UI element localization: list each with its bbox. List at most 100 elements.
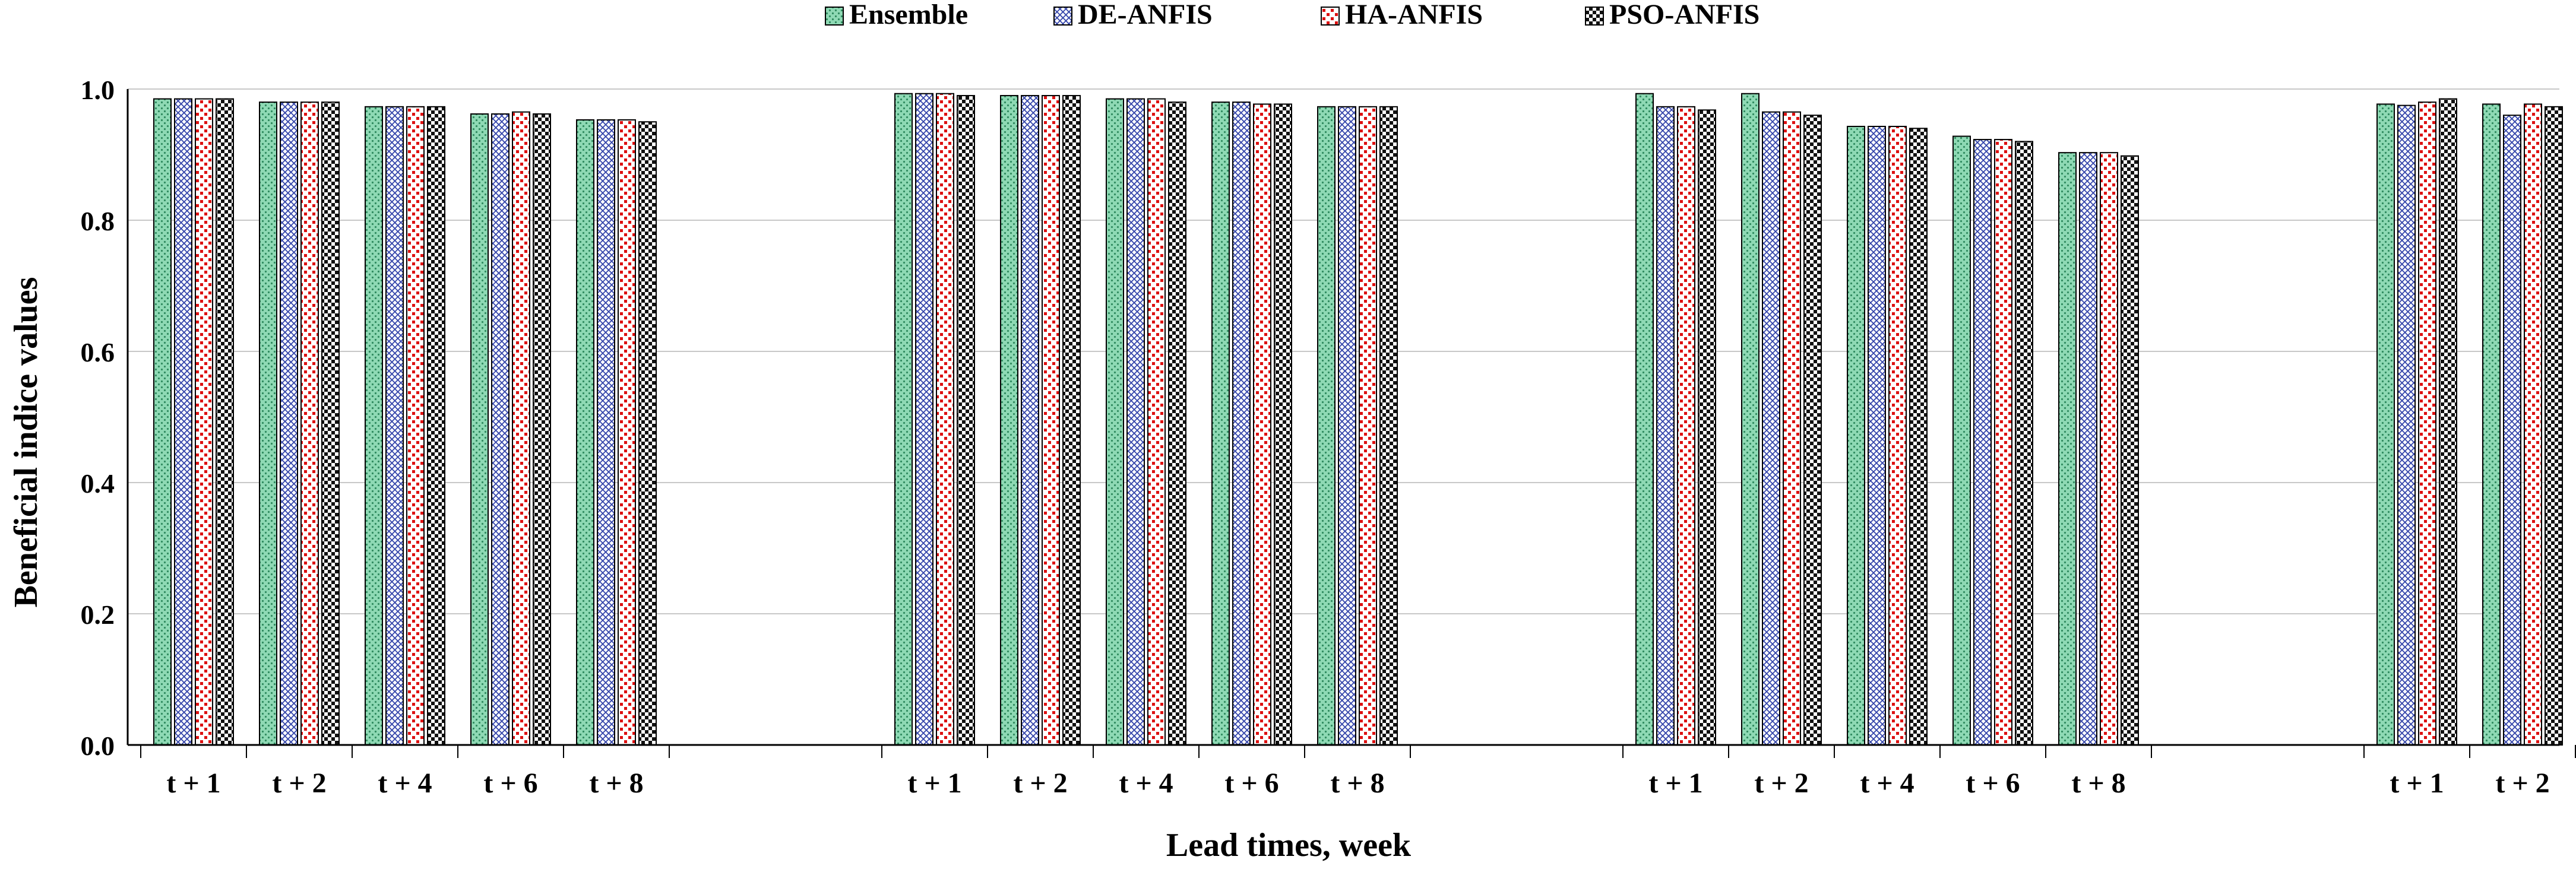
bar-ha-anfis-2-t+1 [936, 93, 954, 746]
bar-pso-anfis-2-t+8 [1379, 106, 1398, 746]
y-tick-label: 0.8 [81, 206, 115, 236]
bar-pso-anfis-4-t+2 [2545, 106, 2563, 746]
bar-de-anfis-1-t+1 [174, 98, 192, 746]
bar-ensemble-2-t+6 [1211, 102, 1230, 746]
legend-label-ha-anfis: HA-ANFIS [1345, 0, 1483, 30]
bar-de-anfis-1-t+6 [491, 113, 509, 746]
bar-ensemble-3-t+4 [1847, 125, 1865, 746]
x-tick-label: t + 4 [378, 767, 432, 799]
bar-pso-anfis-1-t+2 [321, 102, 340, 746]
x-tick-label: t + 6 [1224, 767, 1278, 799]
bar-pso-anfis-1-t+8 [638, 121, 657, 746]
bar-ha-anfis-4-t+1 [2418, 102, 2436, 746]
bar-ensemble-1-t+8 [576, 119, 594, 746]
bar-ensemble-2-t+1 [894, 93, 913, 746]
bar-de-anfis-3-t+8 [2079, 152, 2097, 746]
bar-ha-anfis-3-t+1 [1677, 106, 1695, 746]
bar-ensemble-1-t+4 [365, 106, 383, 746]
bar-ha-anfis-2-t+2 [1042, 95, 1060, 746]
bar-ensemble-1-t+1 [153, 98, 172, 746]
y-tick-label: 1.0 [81, 75, 115, 105]
bar-ha-anfis-1-t+1 [195, 98, 213, 746]
bar-ensemble-3-t+1 [1635, 93, 1654, 746]
bar-pso-anfis-3-t+1 [1698, 109, 1716, 746]
bar-de-anfis-1-t+8 [597, 119, 615, 746]
bar-ha-anfis-1-t+2 [300, 102, 319, 746]
bar-ensemble-3-t+2 [1741, 93, 1759, 746]
bar-pso-anfis-2-t+6 [1274, 103, 1292, 746]
bar-de-anfis-3-t+6 [1973, 139, 1992, 746]
x-tick-label: t + 2 [272, 767, 326, 799]
axes: 0.0 0.2 0.4 0.6 0.8 1.0 t + 1 t + 2 t + 4 t + 6 t … [81, 75, 2576, 799]
x-tick-label: t + 6 [1966, 767, 2020, 799]
x-tick-label: t + 4 [1119, 767, 1173, 799]
x-tick-label: t + 8 [589, 767, 643, 799]
bar-de-anfis-3-t+1 [1656, 106, 1675, 746]
legend-swatch-de-anfis [1053, 7, 1072, 26]
bars-layer [153, 93, 2563, 746]
bar-ensemble-2-t+4 [1106, 98, 1124, 746]
bar-ensemble-4-t+2 [2482, 103, 2501, 746]
bar-de-anfis-2-t+2 [1021, 95, 1039, 746]
bar-ha-anfis-2-t+6 [1253, 103, 1271, 746]
bar-pso-anfis-1-t+4 [427, 106, 445, 746]
bar-de-anfis-1-t+4 [385, 106, 404, 746]
bar-ensemble-3-t+8 [2058, 152, 2077, 746]
legend-label-ensemble: Ensemble [849, 0, 968, 30]
x-tick-label: t + 1 [907, 767, 961, 799]
bar-ha-anfis-4-t+2 [2524, 103, 2542, 746]
chart-legend: Ensemble DE-ANFIS HA-ANFIS PSO-ANFIS [825, 0, 1759, 30]
bar-ensemble-4-t+1 [2376, 103, 2395, 746]
bar-de-anfis-2-t+8 [1338, 106, 1356, 746]
x-tick-label: t + 1 [2390, 767, 2444, 799]
bar-pso-anfis-3-t+2 [1803, 115, 1822, 746]
y-tick-label: 0.6 [81, 337, 115, 367]
legend-swatch-pso-anfis [1585, 7, 1604, 26]
bar-pso-anfis-2-t+4 [1168, 102, 1186, 746]
bar-ensemble-1-t+2 [259, 102, 277, 746]
x-tick-label: t + 8 [2071, 767, 2125, 799]
bar-pso-anfis-3-t+6 [2015, 141, 2033, 746]
x-tick-label: t + 2 [1013, 767, 1067, 799]
x-tick-label: t + 8 [1330, 767, 1384, 799]
x-tick-label: t + 6 [483, 767, 537, 799]
bar-ha-anfis-1-t+8 [618, 119, 636, 746]
y-tick-label: 0.2 [81, 600, 115, 630]
bar-de-anfis-3-t+2 [1762, 111, 1780, 746]
legend-label-de-anfis: DE-ANFIS [1078, 0, 1213, 30]
y-tick-label: 0.0 [81, 731, 115, 761]
bar-de-anfis-4-t+1 [2397, 104, 2416, 746]
bar-pso-anfis-3-t+8 [2121, 155, 2139, 746]
bar-pso-anfis-3-t+4 [1909, 128, 1928, 746]
bar-de-anfis-3-t+4 [1868, 125, 1886, 746]
bar-ha-anfis-3-t+8 [2100, 152, 2118, 746]
bar-pso-anfis-1-t+1 [216, 98, 234, 746]
bar-de-anfis-2-t+4 [1126, 98, 1145, 746]
bar-de-anfis-2-t+1 [915, 93, 933, 746]
bar-ha-anfis-3-t+4 [1888, 125, 1907, 746]
legend-swatch-ensemble [825, 7, 844, 26]
bar-ha-anfis-1-t+4 [406, 106, 425, 746]
bar-ensemble-3-t+6 [1952, 135, 1971, 746]
x-tick-label: t + 1 [166, 767, 220, 799]
bar-ha-anfis-1-t+6 [512, 111, 530, 746]
bar-pso-anfis-2-t+1 [957, 95, 975, 746]
bar-ha-anfis-3-t+6 [1994, 139, 2012, 746]
bar-ensemble-2-t+2 [1000, 95, 1018, 746]
bar-pso-anfis-2-t+2 [1062, 95, 1081, 746]
bar-de-anfis-2-t+6 [1232, 102, 1251, 746]
y-tick-label: 0.4 [81, 468, 115, 499]
bar-pso-anfis-1-t+6 [533, 113, 551, 746]
bar-pso-anfis-4-t+1 [2439, 98, 2457, 746]
bar-de-anfis-1-t+2 [280, 102, 298, 746]
bar-ensemble-1-t+6 [470, 113, 489, 746]
bar-de-anfis-4-t+2 [2503, 115, 2521, 746]
x-tick-label: t + 2 [1754, 767, 1808, 799]
bar-ha-anfis-2-t+8 [1359, 106, 1377, 746]
bar-ha-anfis-2-t+4 [1147, 98, 1166, 746]
x-tick-label: t + 1 [1648, 767, 1702, 799]
legend-swatch-ha-anfis [1321, 7, 1340, 26]
x-axis-label: Lead times, week [1166, 827, 1412, 864]
x-tick-label: t + 4 [1860, 767, 1914, 799]
